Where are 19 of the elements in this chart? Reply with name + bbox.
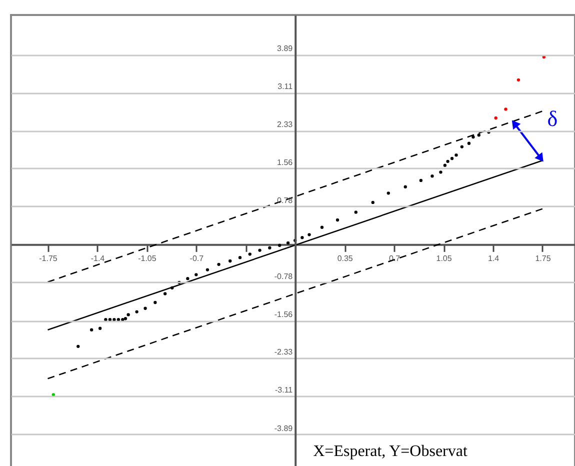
y-tick-label: 2.33 [277, 120, 294, 130]
x-tick-label: 1.4 [488, 254, 500, 263]
y-tick-label: -3.89 [274, 424, 294, 433]
x-tick-label: 1.05 [436, 254, 452, 263]
x-tick-label: -1.4 [90, 254, 106, 263]
annotation: X=Esperat, Y=Observat [313, 443, 468, 460]
y-tick-label: -3.11 [274, 386, 294, 395]
x-tick-label: -1.05 [138, 254, 157, 263]
y-tick-label: -2.33 [274, 348, 294, 357]
x-tick-label: 1.75 [535, 254, 552, 263]
y-tick-label: 3.11 [278, 82, 294, 92]
annotation: δ [547, 106, 558, 132]
y-tick-label: -1.56 [274, 310, 294, 320]
y-tick-label: 3.89 [277, 44, 294, 54]
y-tick-label: 1.56 [277, 158, 294, 167]
x-tick-label: 0.35 [337, 254, 354, 263]
x-tick-label: -1.75 [39, 254, 58, 263]
y-tick-label: -0.78 [274, 272, 294, 281]
x-tick-label: -0.7 [190, 254, 204, 263]
